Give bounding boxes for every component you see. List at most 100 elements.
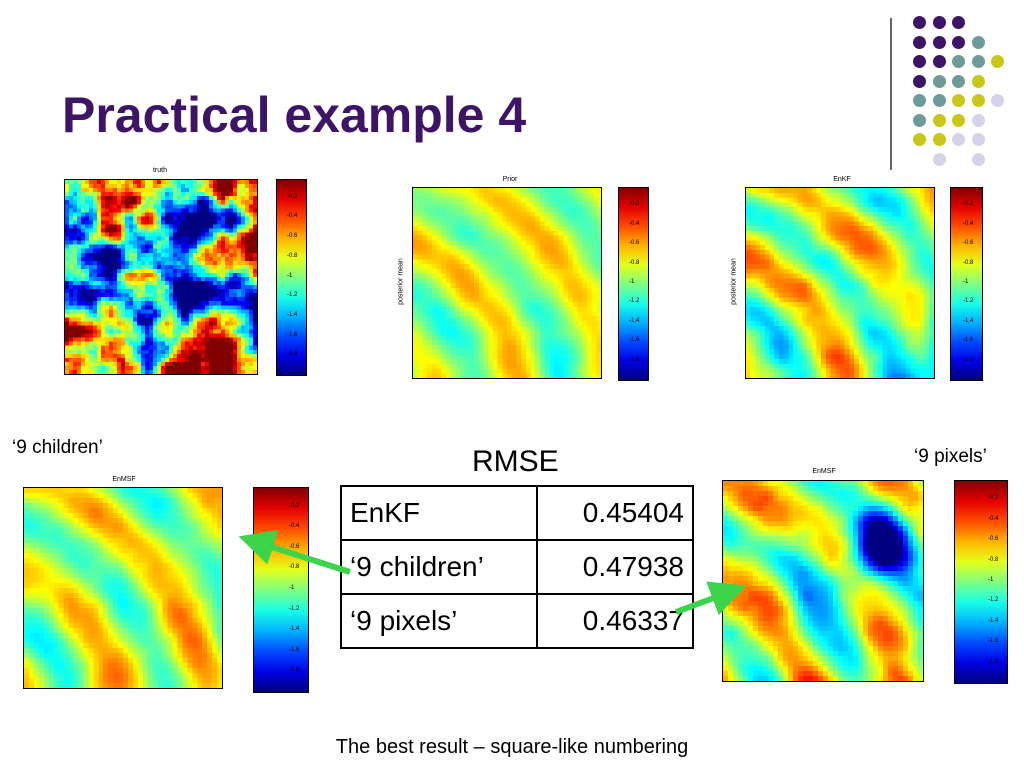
colorbar-tick-label: -1	[287, 272, 293, 279]
truth-colorbar: -0.2 -0.4 -0.6 -0.8 -1 -1.2 -1.4 -1.6 -1.8	[276, 179, 307, 376]
colorbar-tick-label: -0.2	[988, 495, 999, 502]
decorative-dot	[932, 74, 946, 88]
colorbar-tick-label: -1.2	[988, 597, 999, 604]
colorbar-tick-label: -0.8	[289, 564, 300, 571]
colorbar-tick-label: -0.4	[287, 213, 298, 220]
colorbar-tick-label: -1.2	[963, 298, 974, 305]
colorbar-tick-label: -0.6	[988, 536, 999, 543]
colorbar-tick-label: -1	[289, 584, 295, 591]
rmse-value-pixels: 0.46337	[536, 593, 694, 649]
colorbar-tick-label: -1.4	[988, 617, 999, 624]
decorative-dot	[971, 152, 985, 166]
children-colorbar: -0.2 -0.4 -0.6 -0.8 -1 -1.2 -1.4 -1.6 -1.8	[253, 487, 309, 693]
colorbar-tick-label: -1.6	[289, 646, 300, 653]
colorbar-tick-label: -0.4	[629, 220, 640, 227]
decorative-dot	[971, 35, 985, 49]
decorative-dot	[952, 133, 965, 146]
colorbar-tick-label: -0.2	[629, 201, 640, 208]
rmse-method-pixels: ‘9 pixels’	[340, 593, 538, 649]
decorative-dot	[932, 16, 946, 29]
decorative-dot	[932, 55, 946, 68]
colorbar-tick-label: -0.6	[287, 233, 298, 240]
rmse-method-children: ‘9 children’	[340, 539, 538, 595]
colorbar-tick-label: -0.4	[963, 220, 974, 227]
decorative-dot	[913, 113, 926, 127]
decorative-dot	[952, 35, 965, 49]
decorative-dot	[932, 152, 946, 166]
decorative-dot	[932, 133, 946, 146]
decorative-dot	[991, 55, 1004, 68]
colorbar-tick-label: -1	[988, 576, 994, 583]
pixels-label: ‘9 pixels’	[914, 446, 987, 467]
rmse-value-children: 0.47938	[536, 539, 694, 595]
colorbar-tick-label: -1.8	[289, 667, 300, 674]
colorbar-tick-label: -0.8	[629, 259, 640, 266]
colorbar-tick-label: -1.4	[287, 311, 298, 318]
pixels-colorbar: -0.2 -0.4 -0.6 -0.8 -1 -1.2 -1.4 -1.6 -1.8	[954, 480, 1008, 684]
colorbar-tick-label: -1.4	[289, 626, 300, 633]
slide-title: Practical example 4	[62, 87, 527, 143]
decorative-dot	[913, 74, 926, 88]
truth-field-image	[64, 179, 258, 375]
colorbar-tick-label: -1.2	[629, 298, 640, 305]
rmse-method-enkf: EnKF	[340, 485, 538, 541]
colorbar-tick-label: -1	[629, 279, 635, 286]
title-divider	[890, 18, 892, 170]
prior-y-axis-label: posterior mean	[397, 258, 405, 305]
children-field-image	[23, 487, 223, 689]
colorbar-tick-label: -1	[963, 279, 969, 286]
colorbar-tick-label: -0.2	[963, 201, 974, 208]
colorbar-tick-label: -0.6	[289, 543, 300, 550]
decorative-dot	[952, 55, 965, 68]
enkf-field-image	[745, 187, 935, 379]
colorbar-tick-label: -0.6	[629, 240, 640, 247]
table-row: EnKF 0.45404	[340, 485, 694, 541]
colorbar-tick-label: -0.4	[988, 515, 999, 522]
children-plot-title: EnMSF	[112, 476, 136, 483]
colorbar-tick-label: -1.6	[963, 337, 974, 344]
enkf-colorbar: -0.2 -0.4 -0.6 -0.8 -1 -1.2 -1.4 -1.6 -1.8	[950, 187, 983, 381]
decorative-dot	[913, 16, 926, 29]
colorbar-tick-label: -0.6	[963, 240, 974, 247]
decorative-dot	[932, 94, 946, 107]
decorative-dot	[913, 133, 926, 146]
enkf-plot-title: EnKF	[833, 176, 851, 183]
decorative-dot	[952, 94, 965, 107]
decorative-dot	[971, 113, 985, 127]
colorbar-tick-label: -1.2	[289, 605, 300, 612]
colorbar-tick-label: -0.8	[287, 252, 298, 259]
prior-field-image	[412, 187, 602, 379]
colorbar-tick-label: -1.4	[963, 317, 974, 324]
colorbar-tick-label: -0.8	[963, 259, 974, 266]
truth-plot-title: truth	[152, 167, 167, 174]
decorative-dot	[932, 113, 946, 127]
decorative-dot	[913, 55, 926, 68]
table-row: ‘9 children’ 0.47938	[340, 539, 694, 595]
rmse-title: RMSE	[472, 445, 559, 478]
enkf-y-axis-label: posterior mean	[730, 258, 738, 305]
decorative-dot	[971, 55, 985, 68]
colorbar-tick-label: -0.2	[287, 193, 298, 200]
colorbar-tick-label: -0.4	[289, 523, 300, 530]
decorative-dot	[971, 74, 985, 88]
colorbar-tick-label: -1.8	[287, 351, 298, 358]
decorative-dot	[932, 35, 946, 49]
pixels-field-image	[722, 480, 924, 682]
decorative-dot	[971, 133, 985, 146]
decorative-dot	[971, 94, 985, 107]
colorbar-tick-label: -1.8	[988, 658, 999, 665]
colorbar-tick-label: -1.4	[629, 317, 640, 324]
colorbar-tick-label: -1.6	[287, 331, 298, 338]
children-label: ‘9 children’	[12, 437, 103, 458]
prior-plot-title: Prior	[502, 176, 518, 183]
pixels-plot-title: EnMSF	[812, 468, 836, 475]
colorbar-tick-label: -1.6	[988, 638, 999, 645]
rmse-value-enkf: 0.45404	[536, 485, 694, 541]
decorative-dot	[952, 16, 965, 29]
decorative-dot	[952, 74, 965, 88]
colorbar-tick-label: -0.2	[289, 502, 300, 509]
colorbar-tick-label: -1.8	[629, 356, 640, 363]
table-row: ‘9 pixels’ 0.46337	[340, 593, 694, 649]
rmse-table: EnKF 0.45404 ‘9 children’ 0.47938 ‘9 pix…	[340, 485, 694, 649]
colorbar-tick-label: -1.8	[963, 356, 974, 363]
